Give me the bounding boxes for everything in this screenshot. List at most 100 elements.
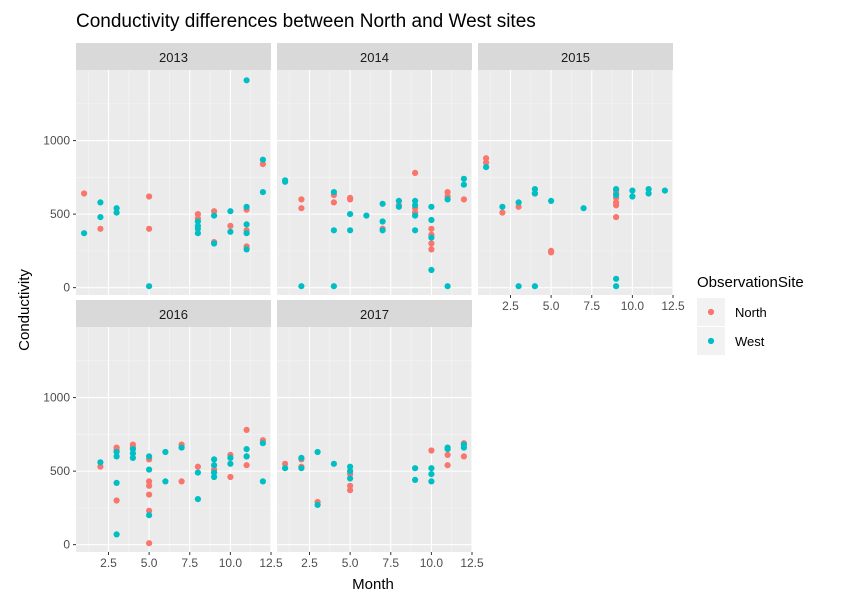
point-west: [194, 218, 201, 225]
point-north: [194, 211, 201, 218]
point-west: [146, 512, 153, 519]
point-west: [113, 531, 120, 538]
point-west: [347, 211, 354, 218]
point-north: [347, 482, 354, 489]
legend-label: North: [735, 305, 767, 320]
y-axis-title: Conductivity: [16, 269, 33, 351]
point-west: [146, 283, 153, 290]
point-west: [330, 189, 337, 196]
facet-panel-2015: 2015 2.5 5.0 7.5 10.0 12.5: [478, 43, 685, 313]
legend-label: West: [735, 334, 765, 349]
point-west: [243, 230, 250, 237]
point-west: [395, 197, 402, 204]
point-west: [548, 197, 555, 204]
point-west: [613, 283, 620, 290]
point-north: [146, 478, 153, 485]
x-tick-label: 7.5: [382, 556, 399, 570]
x-tick-label: 10.0: [219, 556, 243, 570]
x-tick-label: 12.5: [661, 299, 685, 313]
point-north: [444, 451, 451, 458]
point-north: [259, 161, 266, 168]
point-west: [428, 234, 435, 241]
point-west: [113, 209, 120, 216]
point-west: [444, 283, 451, 290]
point-north: [428, 447, 435, 454]
point-west: [129, 450, 136, 457]
point-north: [146, 482, 153, 489]
point-west: [298, 465, 305, 472]
x-axis-title: Month: [352, 576, 394, 593]
x-tick-label: 7.5: [583, 299, 600, 313]
point-north: [330, 199, 337, 206]
point-north: [178, 478, 185, 485]
point-west: [444, 196, 451, 203]
point-north: [146, 491, 153, 498]
point-west: [428, 216, 435, 224]
point-west: [330, 460, 337, 467]
point-west: [412, 476, 419, 483]
facet-panel-2014: 2014: [277, 43, 473, 295]
point-west: [243, 221, 250, 228]
point-west: [314, 501, 321, 508]
point-west: [162, 478, 169, 485]
facet-panel-2016: 2016 0 500 1000 2.5 5.0 7.5 10.0 12.5: [43, 300, 283, 570]
point-north: [97, 225, 104, 232]
x-tick-label: 12.5: [259, 556, 283, 570]
point-west: [645, 190, 652, 197]
point-west: [97, 199, 104, 206]
point-north: [146, 225, 153, 232]
point-north: [412, 169, 419, 176]
point-west: [194, 469, 201, 476]
point-west: [243, 203, 250, 210]
x-tick-label: 5.0: [141, 556, 158, 570]
facet-strip-label: 2017: [360, 307, 389, 322]
point-west: [259, 189, 266, 196]
point-north: [460, 196, 467, 203]
point-west: [428, 478, 435, 485]
point-west: [282, 465, 289, 472]
y-tick-label: 0: [63, 281, 70, 295]
point-north: [243, 426, 250, 433]
point-west: [211, 240, 218, 247]
point-west: [412, 212, 419, 219]
point-west: [531, 190, 539, 197]
point-west: [412, 197, 419, 204]
point-west: [460, 175, 467, 182]
x-tick-label: 12.5: [460, 556, 484, 570]
point-west: [146, 466, 153, 473]
point-north: [97, 463, 104, 470]
point-west: [178, 444, 185, 451]
y-tick-label: 500: [50, 207, 70, 221]
point-west: [259, 156, 266, 163]
point-west: [227, 208, 234, 215]
point-north: [113, 497, 120, 504]
point-west: [259, 440, 266, 447]
point-west: [227, 228, 234, 235]
y-tick-label: 0: [63, 538, 70, 552]
point-west: [347, 475, 354, 482]
point-west: [211, 469, 218, 476]
point-west: [227, 454, 234, 461]
point-west: [428, 465, 435, 472]
facet-strip-label: 2014: [360, 50, 389, 65]
point-north: [613, 202, 620, 209]
point-north: [194, 463, 201, 470]
y-tick-label: 1000: [43, 134, 70, 148]
point-north: [515, 203, 522, 210]
point-north: [282, 460, 289, 467]
point-west: [113, 205, 120, 212]
point-west: [629, 187, 636, 194]
point-north: [81, 190, 88, 197]
facet-strip-label: 2015: [561, 50, 590, 65]
point-west: [282, 178, 289, 185]
point-west: [194, 230, 201, 237]
point-north: [146, 507, 153, 514]
point-west: [613, 186, 620, 193]
point-north: [428, 246, 435, 253]
facet-strip: [76, 300, 271, 327]
facet-strip-label: 2016: [159, 307, 188, 322]
point-west: [613, 191, 620, 199]
point-north: [460, 453, 467, 460]
chart-title: Conductivity differences between North a…: [76, 11, 536, 32]
